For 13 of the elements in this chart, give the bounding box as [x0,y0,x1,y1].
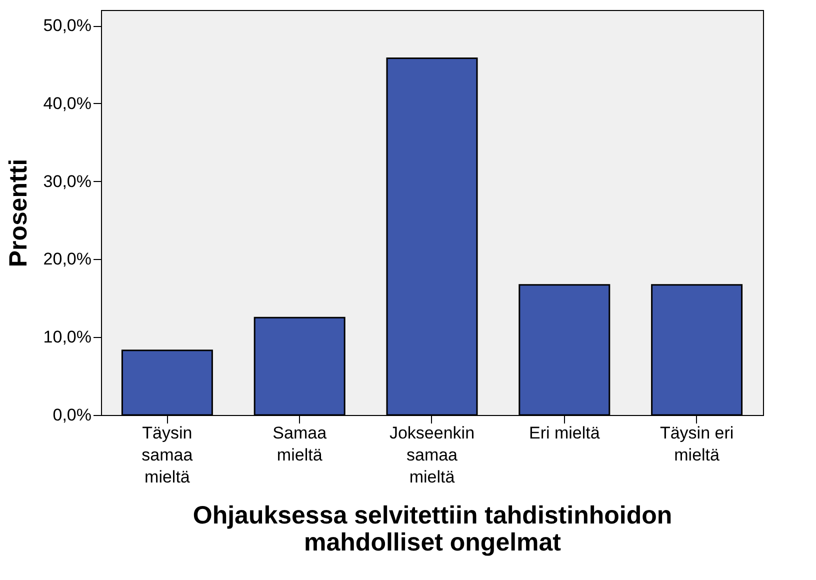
y-tick-label: 30,0% [43,172,92,191]
y-axis-title: Prosentti [4,158,32,268]
x-tick-label: Jokseenkin samaa mieltä [389,424,475,486]
y-tick-label: 10,0% [43,328,92,347]
x-axis-title: Ohjauksessa selvitettiin tahdistinhoidon mahdolliset ongelmat [192,502,672,556]
y-tick-label: 50,0% [43,16,92,36]
x-tick-label: Eri mieltä [528,424,600,442]
x-tick-label: Samaa mieltä [272,424,328,464]
y-tick-label: 20,0% [43,250,92,269]
y-tick-label: 40,0% [43,94,92,113]
x-tick-label: Täysin eri mieltä [660,424,734,464]
x-tick-label: Täysin samaa mieltä [142,424,194,486]
y-tick-label: 0,0% [52,406,92,424]
